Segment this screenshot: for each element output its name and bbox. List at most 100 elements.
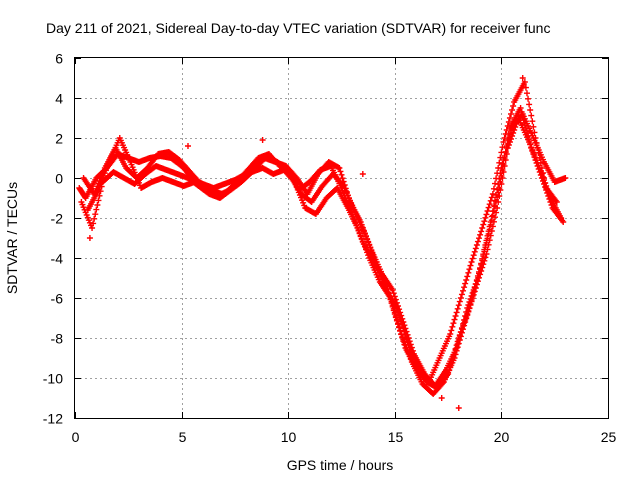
- data-point: [102, 167, 109, 174]
- data-point: [448, 327, 455, 334]
- data-point: [92, 211, 99, 218]
- data-point: [528, 112, 535, 119]
- data-point: [455, 302, 462, 309]
- data-point: [336, 165, 343, 171]
- data-point: [493, 175, 500, 182]
- data-point: [501, 135, 508, 141]
- data-point-outlier: [519, 75, 526, 81]
- data-point: [560, 219, 567, 225]
- data-point: [483, 239, 490, 246]
- data-point: [454, 305, 461, 312]
- data-point: [380, 278, 387, 285]
- data-point: [495, 165, 502, 171]
- y-tick-label: -2: [51, 211, 64, 227]
- data-point: [393, 316, 400, 323]
- data-point: [478, 228, 485, 235]
- data-point: [91, 215, 98, 222]
- y-tick-label: 4: [55, 91, 63, 107]
- data-point: [496, 159, 503, 166]
- data-point: [518, 109, 525, 115]
- x-tick-label: 10: [281, 429, 297, 445]
- data-point: [541, 175, 548, 181]
- data-point: [382, 284, 389, 291]
- data-point: [474, 275, 481, 281]
- data-point: [500, 161, 507, 167]
- data-point: [535, 166, 542, 172]
- data-point: [498, 173, 505, 179]
- data-point: [476, 270, 483, 277]
- data-point: [529, 148, 536, 154]
- data-point: [396, 323, 403, 330]
- data-point: [358, 235, 365, 242]
- data-point: [553, 199, 560, 205]
- data-point: [377, 273, 384, 279]
- data-point: [482, 214, 489, 221]
- data-point: [373, 261, 380, 268]
- x-axis-label: GPS time / hours: [287, 457, 394, 473]
- data-point: [499, 167, 506, 173]
- data-point: [484, 235, 491, 242]
- x-tick-label: 15: [388, 429, 404, 445]
- data-point: [392, 313, 399, 319]
- data-point: [487, 221, 494, 228]
- data-point: [520, 117, 527, 123]
- data-point: [562, 175, 569, 181]
- axis-ticks: [75, 58, 609, 419]
- data-point: [453, 345, 460, 351]
- data-point: [381, 281, 388, 288]
- data-point: [407, 356, 414, 363]
- data-point: [485, 204, 492, 211]
- data-point: [452, 313, 459, 319]
- data-point: [526, 137, 533, 143]
- data-point: [476, 235, 483, 242]
- data-point: [396, 311, 403, 318]
- data-point: [403, 335, 410, 342]
- y-tick-label: -4: [51, 251, 64, 267]
- data-point: [394, 320, 401, 327]
- data-point: [498, 149, 505, 156]
- data-point: [480, 253, 487, 259]
- data-point: [391, 293, 398, 300]
- data-point: [474, 238, 481, 245]
- data-point: [101, 170, 108, 177]
- data-point: [439, 380, 446, 387]
- data-point: [517, 105, 524, 111]
- data-point: [530, 123, 537, 130]
- data-point: [489, 212, 496, 219]
- data-point: [98, 178, 105, 185]
- data-point: [370, 253, 377, 260]
- data-point: [94, 202, 101, 208]
- data-point: [497, 154, 504, 161]
- data-point: [463, 309, 470, 315]
- data-point: [355, 227, 362, 233]
- data-point: [538, 165, 545, 171]
- data-point: [466, 299, 473, 305]
- data-point: [375, 267, 382, 274]
- data-point: [471, 284, 478, 290]
- x-tick-label: 5: [179, 429, 187, 445]
- data-point: [536, 169, 543, 175]
- data-point: [521, 79, 528, 85]
- data-point: [521, 121, 528, 127]
- data-point: [368, 247, 375, 254]
- data-point: [541, 181, 548, 187]
- data-point-outlier: [359, 171, 366, 177]
- data-point: [359, 238, 366, 245]
- data-point: [487, 197, 494, 204]
- data-point: [492, 203, 499, 210]
- data-point: [379, 275, 386, 282]
- data-point: [489, 191, 496, 197]
- data-point: [399, 333, 406, 340]
- data-point: [510, 130, 517, 136]
- y-tick-label: -6: [51, 291, 64, 307]
- data-point: [404, 347, 411, 354]
- data-point: [400, 325, 407, 332]
- data-point: [466, 266, 473, 273]
- data-point: [483, 211, 490, 218]
- data-point: [401, 328, 408, 335]
- data-point: [376, 270, 383, 277]
- data-point: [457, 329, 464, 335]
- data-point: [374, 264, 381, 271]
- data-point: [504, 123, 511, 129]
- y-tick-label: -10: [43, 371, 63, 387]
